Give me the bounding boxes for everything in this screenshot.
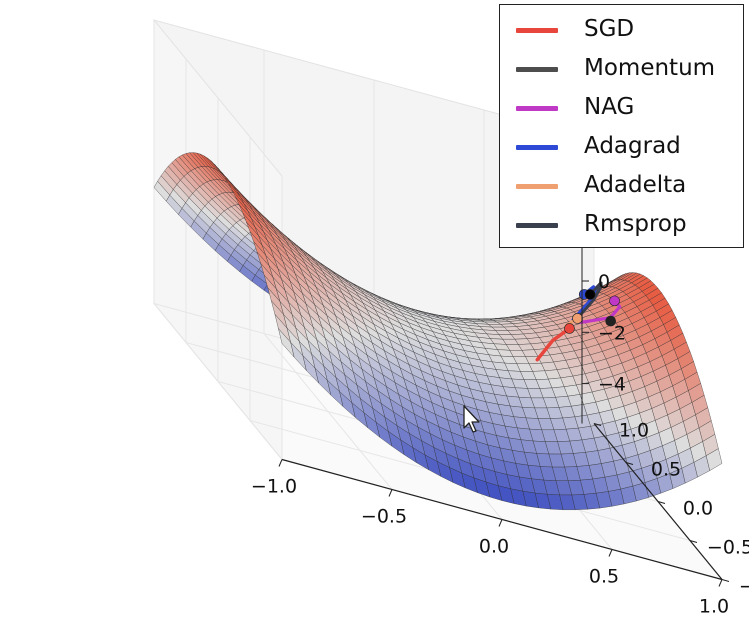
x-tick-label: 0.5 xyxy=(589,566,619,588)
legend-swatch-adadelta xyxy=(516,184,558,189)
y-tick xyxy=(689,540,698,543)
x-tick xyxy=(278,459,283,467)
legend-entry: Momentum xyxy=(500,54,743,92)
x-tick-label: −1.0 xyxy=(251,476,297,498)
x-tick xyxy=(498,519,503,527)
legend-swatch-rmsprop xyxy=(516,223,558,228)
marker-momentum xyxy=(584,289,596,300)
y-tick xyxy=(593,423,602,426)
surface-cell xyxy=(705,448,723,471)
legend-label-nag: NAG xyxy=(584,94,635,120)
x-tick-label: 0.0 xyxy=(479,536,509,558)
legend-swatch-nag xyxy=(516,106,558,111)
x-tick xyxy=(388,489,393,497)
marker-start xyxy=(605,315,616,327)
legend-entry: NAG xyxy=(500,93,743,131)
x-tick-label: −0.5 xyxy=(361,506,407,528)
legend-label-sgd: SGD xyxy=(584,16,635,42)
y-tick-label: 0.5 xyxy=(651,459,681,481)
path-rmsprop xyxy=(574,281,603,322)
axes: −1.0−0.50.00.51.0−1.0−0.50.00.51.0−4−20 xyxy=(251,167,749,618)
legend-swatch-sgd xyxy=(516,28,558,33)
y-tick xyxy=(625,462,634,465)
marker-sgd xyxy=(564,323,575,334)
marker-nag xyxy=(609,295,620,307)
legend: SGD Momentum NAG Adagrad Adadelta Rmspro… xyxy=(499,4,744,248)
optimizer-paths xyxy=(535,281,622,362)
x-tick xyxy=(718,579,723,587)
legend-label-rmsprop: Rmsprop xyxy=(584,211,687,237)
legend-label-momentum: Momentum xyxy=(584,55,716,81)
legend-swatch-adagrad xyxy=(516,145,558,150)
path-sgd xyxy=(535,326,572,362)
y-tick xyxy=(721,579,730,582)
marker-adadelta xyxy=(572,313,583,324)
mouse-cursor-icon xyxy=(463,405,480,433)
y-tick-label: −1.0 xyxy=(739,576,749,598)
z-tick-label: −2 xyxy=(598,322,626,344)
legend-label-adagrad: Adagrad xyxy=(584,133,681,159)
y-tick-label: 0.0 xyxy=(683,498,713,520)
legend-entry: Adagrad xyxy=(500,132,743,170)
x-tick xyxy=(608,549,613,557)
y-tick-label: −0.5 xyxy=(707,537,749,559)
legend-entry: Rmsprop xyxy=(500,210,743,248)
legend-swatch-momentum xyxy=(516,67,558,72)
z-tick-label: −4 xyxy=(598,374,626,396)
legend-entry: Adadelta xyxy=(500,171,743,209)
z-tick-label: 0 xyxy=(598,271,610,293)
legend-entry: SGD xyxy=(500,15,743,53)
legend-label-adadelta: Adadelta xyxy=(584,172,687,198)
y-tick xyxy=(657,501,666,504)
y-tick-label: 1.0 xyxy=(619,420,649,442)
x-tick-label: 1.0 xyxy=(699,596,729,618)
saddle-surface xyxy=(153,152,723,511)
